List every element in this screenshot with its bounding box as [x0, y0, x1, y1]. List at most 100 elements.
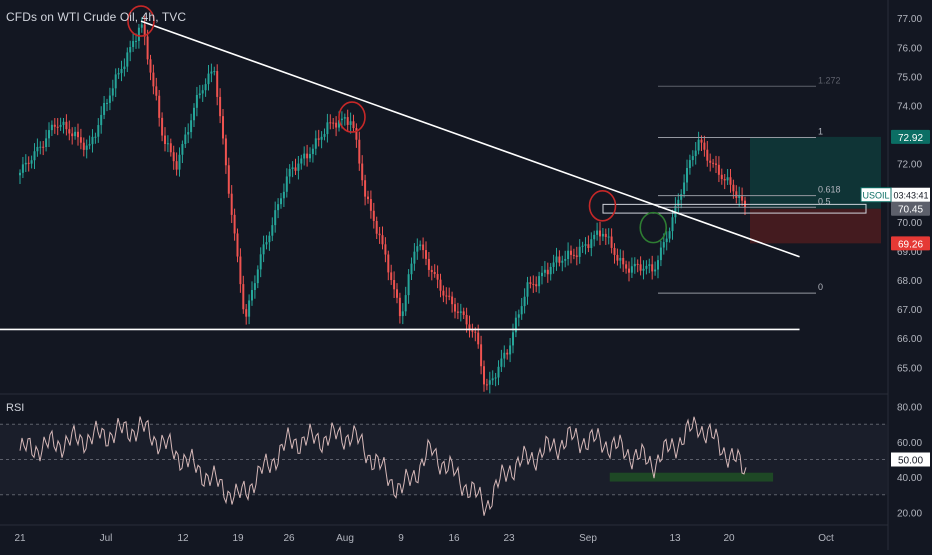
candle-body [538, 276, 541, 287]
candle-body [236, 233, 239, 257]
candle-body [427, 258, 430, 270]
candle-body [610, 236, 613, 248]
candle-body [494, 377, 497, 379]
fib-level-label: 1 [818, 126, 823, 136]
candle-body [59, 124, 62, 127]
symbol-label: USOIL [862, 191, 889, 201]
candle-body [543, 269, 546, 273]
candle-body [442, 290, 445, 296]
candle-body [338, 120, 340, 128]
candle-body [320, 136, 323, 140]
candle-body [468, 324, 471, 331]
candle-body [413, 251, 416, 264]
candle-body [311, 148, 314, 155]
candle-body [21, 164, 24, 173]
target-price-label-bg [891, 129, 930, 144]
touch-circle [127, 5, 155, 37]
candle-body [720, 174, 723, 180]
price-axis-tick: 74.00 [897, 101, 922, 112]
candle-body [683, 182, 686, 194]
candle-body [648, 264, 651, 266]
candle-body [158, 95, 161, 118]
candle-body [416, 246, 419, 252]
candle-body [601, 233, 604, 237]
candle-body [251, 289, 253, 301]
candle-body [42, 146, 45, 148]
candle-body [94, 136, 97, 138]
candle-body [599, 230, 601, 237]
candle-body [572, 254, 575, 256]
candle-body [33, 151, 36, 161]
candle-body [691, 156, 694, 161]
candle-body [85, 145, 88, 150]
time-axis-label: 19 [232, 533, 244, 544]
candle-body [201, 90, 204, 94]
target-zone [750, 136, 881, 209]
candle-body [512, 332, 514, 346]
breakout-circle [639, 211, 668, 244]
candle-body [239, 256, 242, 285]
price-axis-tick: 65.00 [897, 363, 922, 374]
candle-body [671, 217, 674, 232]
candle-body [677, 199, 680, 206]
symbol-badge-left [860, 187, 892, 203]
candle-body [50, 124, 53, 131]
candle-body [332, 122, 335, 124]
candle-body [210, 71, 213, 74]
candle-body [483, 366, 485, 385]
candle-body [346, 117, 349, 125]
candle-body [430, 269, 433, 272]
candle-body [552, 262, 555, 267]
candle-body [558, 256, 561, 263]
candle-body [358, 139, 361, 164]
rsi-layer [0, 416, 888, 516]
candle-body [378, 233, 381, 236]
candle-body [587, 244, 590, 248]
candle-body [224, 138, 227, 166]
candle-body [398, 297, 401, 317]
candle-body [175, 161, 178, 170]
candle-body [485, 384, 488, 386]
candle-body [146, 36, 149, 60]
rsi-line [19, 416, 747, 516]
time-axis-label: 13 [669, 533, 681, 544]
candle-body [517, 314, 520, 318]
chart-title: CFDs on WTI Crude Oil, 4h, TVC [6, 10, 187, 24]
candle-body [100, 114, 103, 126]
candle-body [166, 143, 169, 145]
candle-body [384, 244, 387, 255]
candle-body [24, 162, 27, 165]
candle-body [135, 40, 137, 42]
candle-body [106, 102, 108, 104]
time-axis-label: Sep [579, 533, 597, 544]
price-axis-tick: 76.00 [897, 43, 922, 54]
candle-body [636, 263, 639, 265]
candle-body [732, 184, 735, 192]
candle-body [140, 24, 143, 28]
candle-body [309, 154, 311, 159]
candle-body [590, 239, 593, 248]
candle-body [459, 311, 462, 313]
candle-body [274, 210, 277, 226]
candle-body [401, 311, 404, 317]
candle-body [471, 330, 474, 332]
candle-body [155, 86, 158, 96]
candle-body [625, 264, 628, 269]
rsi-axis-tick: 60.00 [897, 438, 922, 449]
rsi-axis-tick: 20.00 [897, 508, 922, 519]
candle-body [410, 263, 413, 275]
candle-body [491, 378, 494, 381]
rsi-value-bg [891, 452, 930, 467]
candle-body [506, 352, 509, 355]
candle-body [71, 133, 74, 137]
candle-body [477, 332, 480, 345]
candle-body [329, 122, 332, 124]
time-axis-label: Jul [100, 533, 113, 544]
candle-body [132, 41, 135, 48]
candle-body [143, 24, 146, 37]
candle-body [364, 180, 367, 197]
candle-body [581, 245, 584, 247]
